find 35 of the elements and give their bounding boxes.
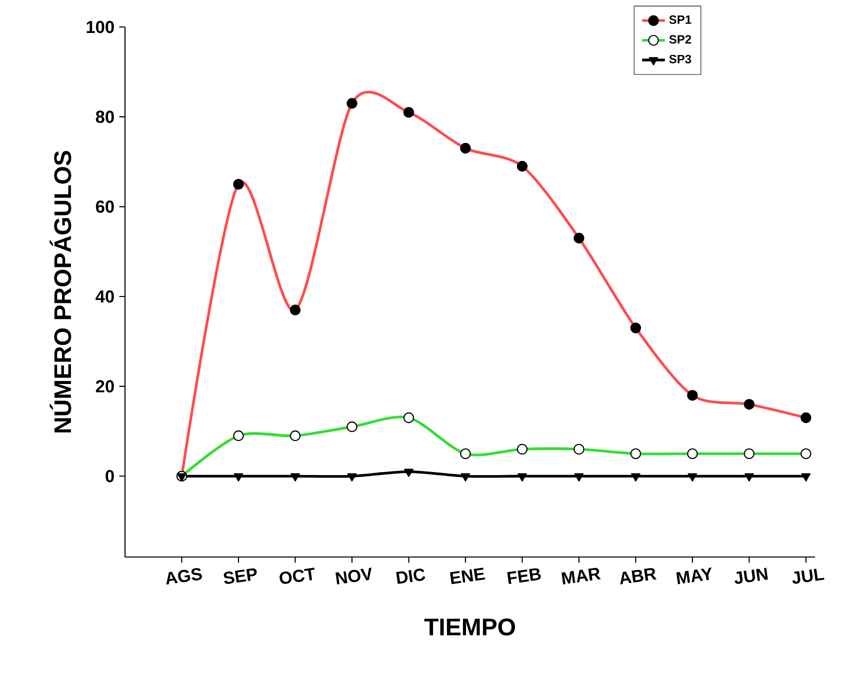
point <box>518 473 527 482</box>
x-tick-label: OCT <box>280 568 314 584</box>
y-tick-label: 0 <box>106 470 114 482</box>
point <box>347 473 357 482</box>
x-tick-label: DIC <box>396 568 426 584</box>
x-tick-label: ENE <box>450 568 486 584</box>
x-axis-title: TIEMPO <box>424 618 516 636</box>
x-tick-label: JUN <box>734 568 768 584</box>
y-tick-label: 100 <box>86 20 114 34</box>
point <box>404 468 414 477</box>
point <box>177 473 186 482</box>
x-tick-label: ABR <box>620 568 657 584</box>
x-tick-label: MAY <box>676 567 712 584</box>
point <box>744 473 754 482</box>
x-tick-label: AGS <box>166 568 202 585</box>
x-tick-label: NOV <box>336 568 372 584</box>
point <box>460 473 470 482</box>
legend-label: SP2 <box>669 35 692 44</box>
y-tick-label: 40 <box>96 290 114 303</box>
point <box>631 473 640 482</box>
y-tick-label: 80 <box>96 110 114 123</box>
point <box>688 473 698 482</box>
legend-label: SP3 <box>669 54 692 64</box>
x-tick-label: MAR <box>562 568 601 584</box>
point <box>290 473 300 482</box>
x-tick-label: SEP <box>224 568 257 584</box>
point <box>801 473 811 482</box>
y-tick-label: 20 <box>96 380 114 392</box>
point <box>574 473 584 482</box>
y-tick-label: 60 <box>96 200 114 213</box>
x-tick-label: JUL <box>792 568 824 584</box>
x-tick-label: FEB <box>507 568 541 584</box>
point <box>234 473 244 482</box>
legend-label: SP1 <box>669 15 692 24</box>
y-axis-title: NÚMERO PROPÁGULOS <box>50 150 72 432</box>
